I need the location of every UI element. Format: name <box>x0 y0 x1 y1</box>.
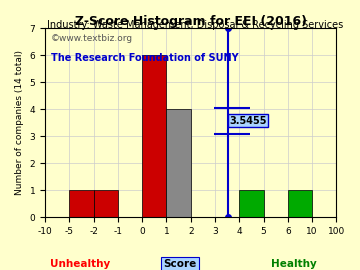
Title: Z-Score Histogram for EEI (2016): Z-Score Histogram for EEI (2016) <box>75 15 307 28</box>
Bar <box>239 190 264 217</box>
Bar <box>142 55 166 217</box>
Text: Healthy: Healthy <box>271 259 317 269</box>
Text: ©www.textbiz.org: ©www.textbiz.org <box>51 34 133 43</box>
Y-axis label: Number of companies (14 total): Number of companies (14 total) <box>15 50 24 195</box>
Text: The Research Foundation of SUNY: The Research Foundation of SUNY <box>51 53 238 63</box>
Bar <box>166 109 191 217</box>
Text: Industry: Waste Management, Disposal & Recycling Services: Industry: Waste Management, Disposal & R… <box>47 20 343 30</box>
Bar <box>288 190 312 217</box>
Text: Unhealthy: Unhealthy <box>50 259 111 269</box>
Bar <box>69 190 94 217</box>
Text: 3.5455: 3.5455 <box>229 116 267 126</box>
Text: Score: Score <box>163 259 197 269</box>
Bar <box>94 190 118 217</box>
